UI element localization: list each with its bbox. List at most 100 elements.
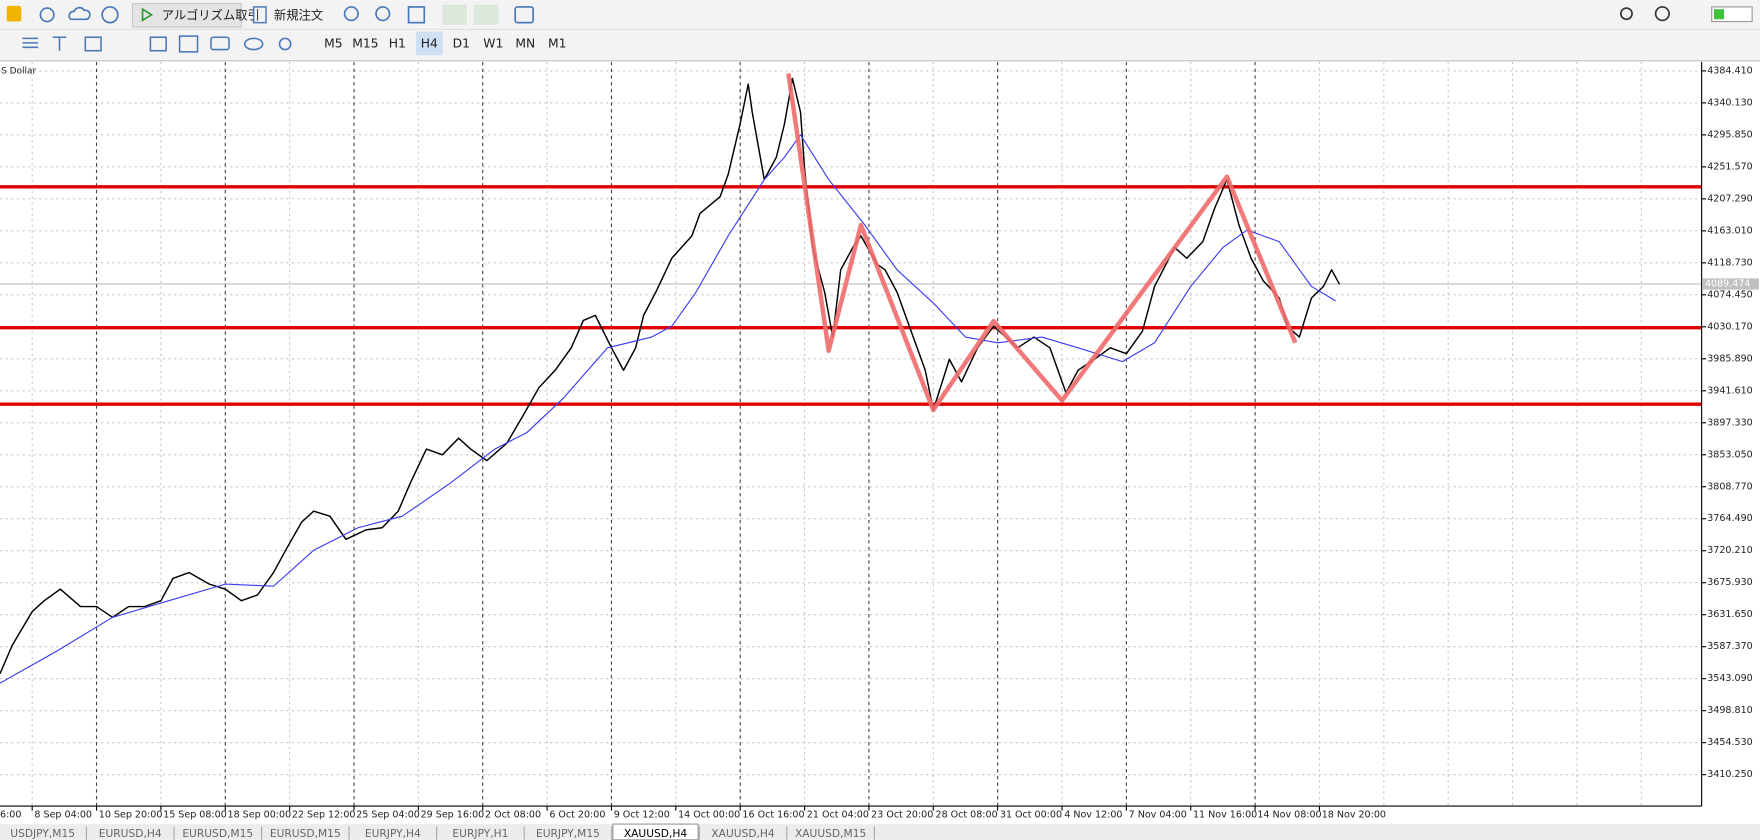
y-tick-label: 4251.570 (1707, 161, 1752, 172)
y-tick-label: 3587.370 (1707, 641, 1752, 652)
x-tick-label: 18 Nov 20:00 (1322, 810, 1386, 821)
x-tick-label: 10 Sep 20:00 (99, 810, 163, 821)
y-tick-label: 4340.130 (1707, 97, 1752, 108)
battery-level (1713, 9, 1725, 20)
y-tick-label: 3764.490 (1707, 513, 1752, 524)
icon-play (141, 7, 154, 22)
x-tick-label: 6:00 (0, 810, 21, 821)
x-tick-label: 25 Sep 04:00 (356, 810, 420, 821)
icon-screenshot[interactable] (514, 6, 535, 24)
x-tick-label: 8 Sep 04:00 (34, 810, 92, 821)
tab[interactable]: XAUUSD,M15 (795, 827, 866, 840)
x-tick-label: 29 Sep 16:00 (421, 810, 485, 821)
timeframes: M5 M15 H1 H4 D1 W1 MN M1 (324, 31, 567, 56)
toolbar: アルゴリズム取引 新規注文 (6, 3, 1753, 53)
icon-market[interactable] (101, 6, 119, 24)
y-tick-label: 3675.930 (1707, 577, 1752, 588)
tab-bar (0, 824, 1760, 840)
icon-text[interactable] (52, 36, 67, 51)
icon-signal[interactable] (39, 7, 55, 23)
timeframe-button[interactable]: H1 (389, 36, 406, 50)
tab[interactable]: EURUSD,M15 (270, 827, 341, 840)
y-tick-label: 3941.610 (1707, 385, 1752, 396)
y-tick-label: 4384.410 (1707, 65, 1752, 76)
timeframe-button[interactable]: M15 (352, 36, 378, 50)
tabs: USDJPY,M15 EURUSD,H4 EURUSD,M15 EURUSD,M15 E… (10, 823, 875, 840)
y-tick-label: 4295.850 (1707, 129, 1752, 140)
tab[interactable]: EURJPY,H4 (365, 827, 421, 840)
tab[interactable]: EURJPY,M15 (536, 827, 600, 840)
icon-order[interactable] (252, 6, 267, 24)
icon-indicator[interactable] (178, 35, 199, 53)
y-tick-label: 4207.290 (1707, 193, 1752, 204)
icon-channel[interactable] (149, 36, 167, 52)
x-tick-label: 2 Oct 08:00 (485, 810, 541, 821)
new-order-label[interactable]: 新規注文 (274, 7, 323, 22)
x-tick-label: 18 Sep 00:00 (228, 810, 292, 821)
algo-button[interactable] (131, 3, 242, 28)
tab[interactable]: USDJPY,M15 (10, 827, 75, 840)
grid (0, 61, 1702, 807)
tab[interactable]: EURUSD,H4 (99, 827, 162, 840)
x-tick-label: 7 Nov 04:00 (1129, 810, 1187, 821)
x-tick-label: 9 Oct 12:00 (614, 810, 670, 821)
icon-zoom-out[interactable] (375, 6, 391, 22)
timeframe-button[interactable]: D1 (453, 36, 470, 50)
x-tick-label: 11 Nov 16:00 (1193, 810, 1257, 821)
y-tick-label: 4118.730 (1707, 257, 1752, 268)
tab[interactable]: XAUUSD,H4 (711, 827, 775, 840)
x-tick-label: 14 Nov 08:00 (1257, 810, 1321, 821)
icon-zoom-in[interactable] (343, 6, 359, 22)
timeframe-button[interactable]: M5 (324, 36, 342, 50)
y-tick-label: 3853.050 (1707, 449, 1752, 460)
y-tick-label: 4074.450 (1707, 289, 1752, 300)
x-tick-label: 21 Oct 04:00 (807, 810, 869, 821)
icon-lines[interactable] (22, 37, 39, 49)
y-tick-label: 3454.530 (1707, 737, 1752, 748)
current-price-box (1702, 278, 1759, 290)
y-tick-label: 3498.810 (1707, 705, 1752, 716)
icon-shift[interactable] (473, 4, 499, 25)
tab[interactable]: EURJPY,H1 (452, 827, 508, 840)
icon-ellipse[interactable] (243, 37, 264, 51)
x-tick-label: 4 Nov 12:00 (1064, 810, 1122, 821)
icon-lock[interactable] (6, 5, 22, 22)
timeframe-button[interactable]: W1 (483, 36, 503, 50)
price-line (0, 77, 1341, 674)
timeframe-button[interactable]: H4 (421, 36, 438, 50)
timeframe-button[interactable]: MN (515, 36, 535, 50)
algo-label[interactable]: アルゴリズム取引 (162, 7, 260, 22)
moving-average (0, 134, 1336, 684)
current-price-label: 4089.474 (1705, 278, 1750, 289)
x-tick-label: 22 Sep 12:00 (292, 810, 356, 821)
timeframe-button[interactable]: M1 (548, 36, 566, 50)
zigzag (786, 73, 1298, 413)
x-tick-label: 15 Sep 08:00 (163, 810, 227, 821)
y-tick-label: 3631.650 (1707, 609, 1752, 620)
icon-rect[interactable] (84, 36, 102, 52)
icon-ok[interactable] (210, 36, 230, 51)
icon-cloud[interactable] (68, 6, 91, 21)
tab[interactable]: XAUUSD,H4 (624, 827, 688, 840)
timeframe-active (415, 31, 443, 56)
axes: 4384.410 4340.130 4295.850 4251.570 4207.290… (0, 65, 1759, 821)
y-tick-label: 3985.890 (1707, 353, 1752, 364)
icon-autoscroll[interactable] (442, 4, 467, 25)
x-tick-label: 14 Oct 00:00 (678, 810, 740, 821)
y-tick-label: 4030.170 (1707, 321, 1752, 332)
y-tick-label: 3410.250 (1707, 769, 1752, 780)
x-tick-label: 28 Oct 08:00 (936, 810, 998, 821)
tab[interactable]: EURUSD,M15 (182, 827, 253, 840)
icon-account[interactable] (1654, 6, 1670, 22)
icon-search[interactable] (1619, 7, 1633, 21)
x-tick-label: 16 Oct 16:00 (742, 810, 804, 821)
y-tick-label: 4163.010 (1707, 225, 1752, 236)
plot (0, 73, 1702, 684)
symbol-label: S Dollar (1, 66, 36, 76)
icon-shapes[interactable] (278, 37, 292, 51)
y-tick-label: 3543.090 (1707, 673, 1752, 684)
y-tick-label: 3897.330 (1707, 417, 1752, 428)
icon-grid[interactable] (407, 6, 426, 24)
y-tick-label: 3808.770 (1707, 481, 1752, 492)
